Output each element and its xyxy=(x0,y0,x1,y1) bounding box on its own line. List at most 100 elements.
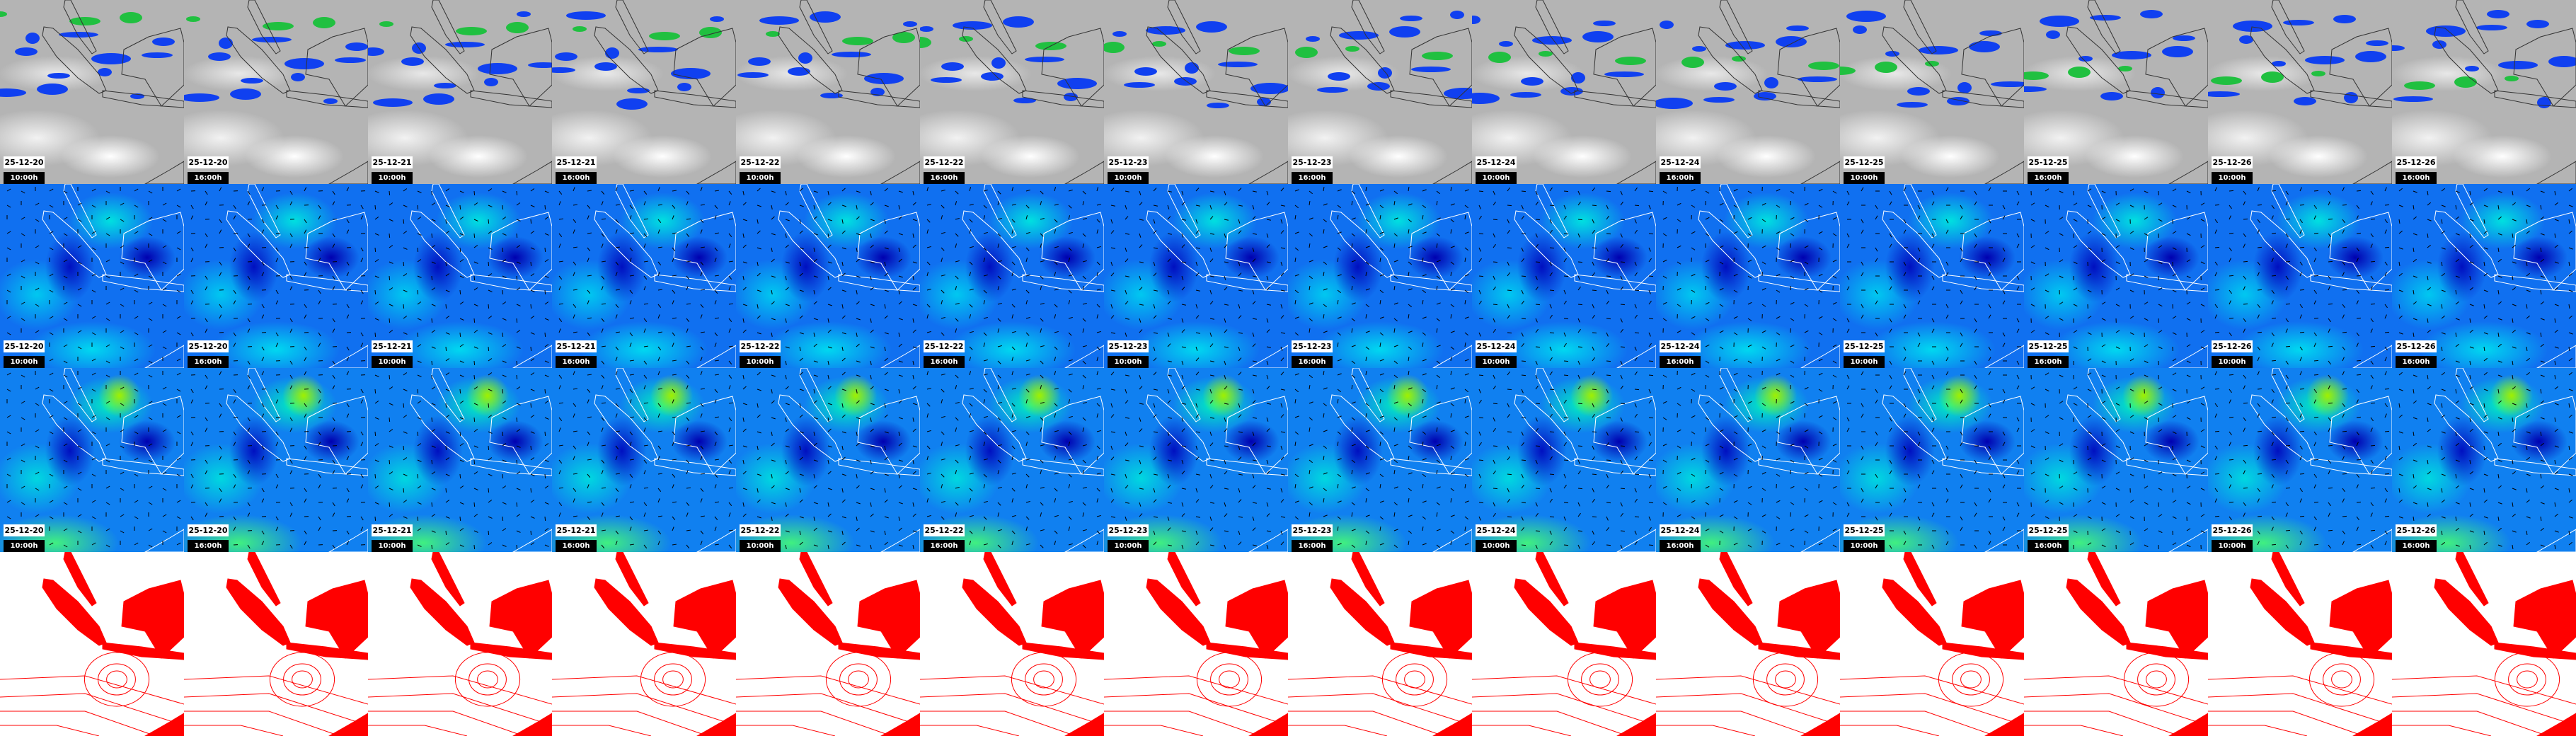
wind-arrow xyxy=(1379,415,1384,418)
wind-arrow xyxy=(1563,374,1569,376)
wind-arrow xyxy=(1054,488,1058,492)
land-outline xyxy=(654,458,736,476)
land-outline xyxy=(410,210,475,278)
wind-arrow xyxy=(77,287,82,291)
wind-arrow xyxy=(1393,384,1396,390)
wind-arrow xyxy=(1875,289,1878,294)
wind-arrow xyxy=(1747,259,1752,263)
wind-map-row-1-tile: 25-12-26 10:00h xyxy=(2208,184,2392,368)
wind-arrow xyxy=(1408,498,1410,503)
wind-arrow xyxy=(1761,219,1766,222)
wind-arrow xyxy=(2384,314,2387,319)
wind-arrow xyxy=(233,300,236,305)
wind-arrow xyxy=(1025,458,1030,461)
wind-arrow xyxy=(2398,247,2403,250)
wind-arrow xyxy=(360,431,364,436)
wind-arrow xyxy=(1719,514,1724,517)
wind-arrow xyxy=(176,358,181,362)
wind-arrow xyxy=(983,332,987,336)
wind-arrow xyxy=(1252,473,1255,478)
wind-arrow xyxy=(2002,389,2006,393)
land-outline xyxy=(2168,161,2208,184)
wind-arrow xyxy=(2144,374,2149,378)
wind-arrow xyxy=(714,300,717,305)
wind-arrow xyxy=(813,318,818,321)
wind-arrow xyxy=(1181,233,1184,238)
wind-arrow xyxy=(1960,399,1963,404)
cloud-patch xyxy=(528,62,552,68)
wind-arrow xyxy=(176,372,181,376)
coastline-map xyxy=(6,368,184,552)
wind-arrow xyxy=(63,301,68,305)
wind-arrow xyxy=(1365,370,1367,376)
cloud-patch xyxy=(1250,83,1288,94)
wind-arrow xyxy=(1790,528,1795,531)
wind-arrow xyxy=(488,389,493,391)
wind-arrow xyxy=(2299,272,2302,277)
wind-arrow xyxy=(35,514,40,517)
wind-arrow xyxy=(1309,318,1313,322)
wind-arrow xyxy=(1790,401,1795,404)
wind-arrow xyxy=(1337,332,1341,336)
wind-arrow xyxy=(1280,456,1284,461)
wind-arrow xyxy=(190,332,194,337)
cloud-patch xyxy=(91,53,131,64)
wind-arrow xyxy=(459,233,464,236)
cloud-patch xyxy=(120,12,142,23)
wind-arrow xyxy=(686,502,690,506)
wind-arrow xyxy=(1266,417,1269,422)
wind-arrow xyxy=(1931,459,1935,464)
wind-arrow xyxy=(1832,417,1837,420)
wind-arrow xyxy=(1096,430,1101,432)
wind-arrow xyxy=(672,205,676,209)
wind-arrow xyxy=(969,387,974,390)
wind-arrow xyxy=(1040,201,1042,206)
wind-arrow xyxy=(1592,403,1594,408)
wind-arrow xyxy=(983,343,986,347)
wind-arrow xyxy=(1861,261,1864,266)
wind-arrow xyxy=(289,201,293,206)
wind-arrow xyxy=(1082,486,1087,489)
wind-arrow xyxy=(1379,342,1381,347)
land-outline xyxy=(102,458,184,476)
wind-arrow xyxy=(2186,459,2191,463)
wind-arrow xyxy=(1662,502,1667,505)
wind-arrow xyxy=(587,205,591,209)
cloud-patch xyxy=(2526,20,2549,28)
wind-arrow xyxy=(870,346,875,349)
wind-arrow xyxy=(120,202,125,206)
wind-arrow xyxy=(205,417,208,422)
wind-arrow xyxy=(219,314,222,319)
wind-arrow xyxy=(2313,289,2317,294)
wind-arrow xyxy=(2427,261,2432,264)
wind-arrow xyxy=(2384,261,2388,266)
wind-arrow xyxy=(148,318,153,321)
wind-arrow xyxy=(1960,516,1963,521)
wind-arrow xyxy=(1252,216,1256,220)
wind-arrow xyxy=(1309,285,1311,291)
wind-arrow xyxy=(2016,427,2020,432)
wind-arrow xyxy=(2568,315,2572,319)
wind-arrow xyxy=(912,219,917,222)
satellite-cloud-row-tile: 25-12-24 16:00h xyxy=(1656,0,1840,184)
cloud-patch xyxy=(1853,25,1867,34)
wind-arrow xyxy=(912,304,917,306)
wind-arrow xyxy=(289,502,293,507)
wind-arrow xyxy=(714,205,718,209)
wind-arrow xyxy=(2285,243,2288,248)
wind-arrow xyxy=(1818,372,1823,376)
wind-arrow xyxy=(2271,360,2277,362)
wind-arrow xyxy=(417,374,422,377)
wind-arrow xyxy=(2186,528,2191,531)
wind-arrow xyxy=(1436,318,1440,322)
wind-arrow xyxy=(1365,246,1370,248)
wind-arrow xyxy=(1238,456,1242,461)
wind-arrow xyxy=(1294,398,1296,404)
wind-arrow xyxy=(2413,275,2417,278)
wind-arrow xyxy=(1861,187,1864,192)
wind-arrow xyxy=(2285,385,2288,390)
wind-arrow xyxy=(1563,484,1567,489)
wind-arrow xyxy=(488,500,493,503)
wind-arrow xyxy=(841,346,844,351)
wind-arrow xyxy=(1917,215,1921,220)
